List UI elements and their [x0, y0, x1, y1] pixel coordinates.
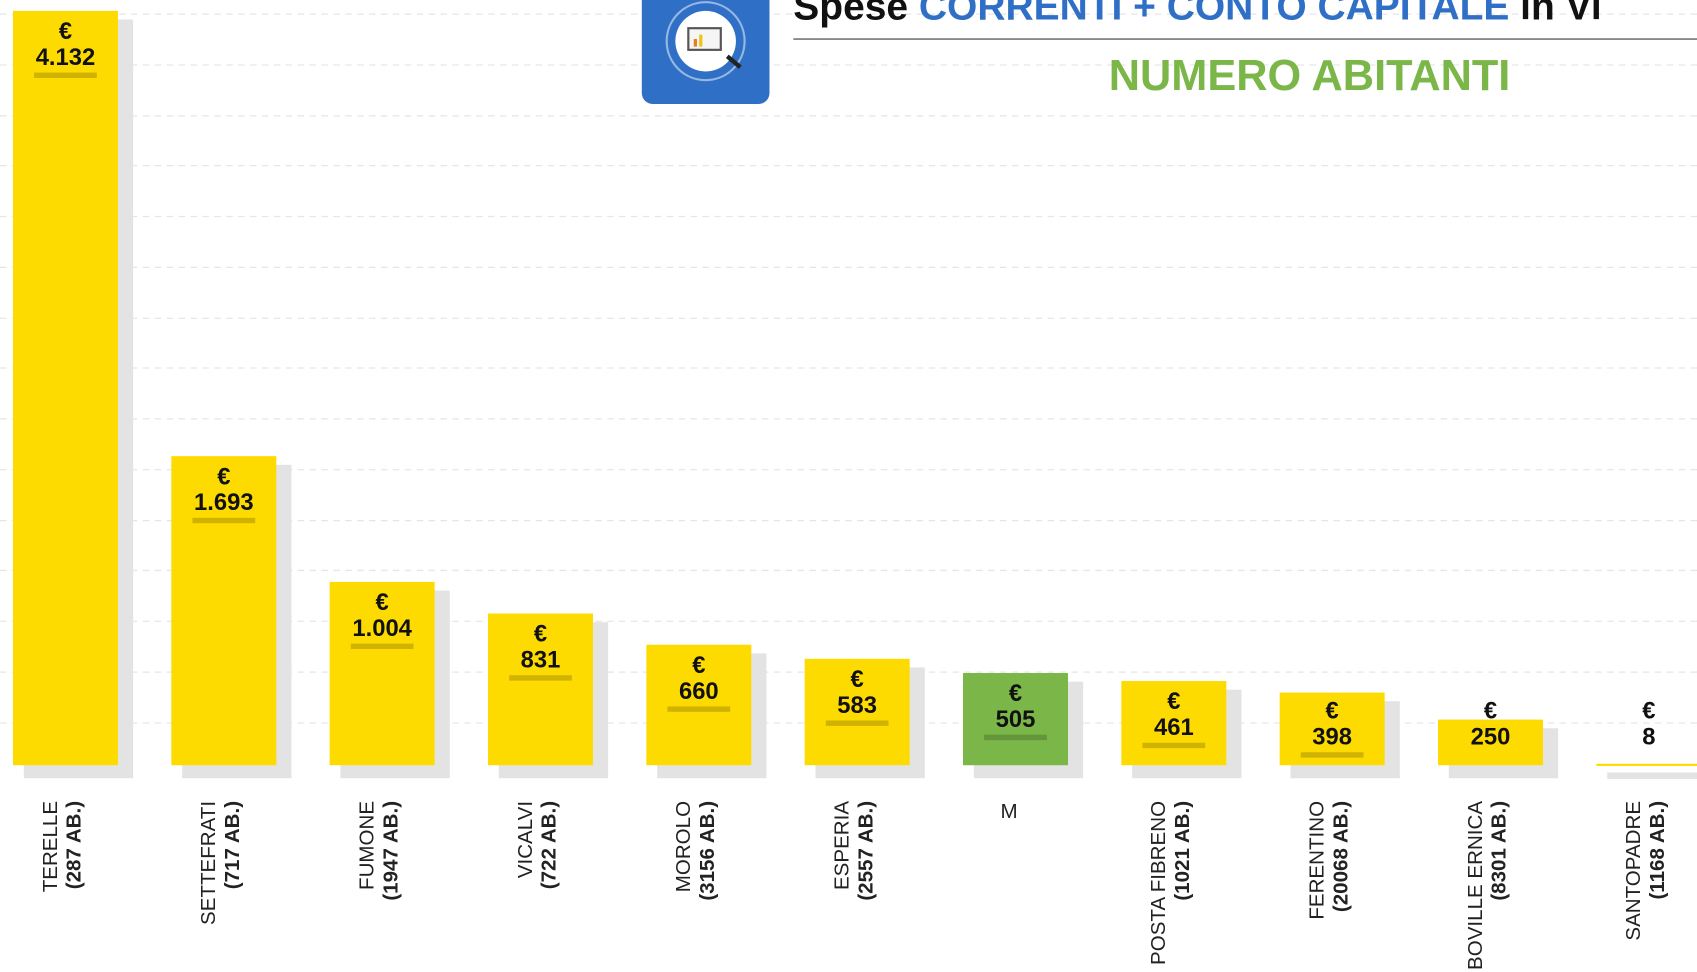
value-label: 660: [679, 678, 719, 705]
bar: [1121, 681, 1227, 766]
x-tick-sublabel: (287 AB.): [63, 801, 86, 889]
x-tick-sublabel: (1021 AB.): [1171, 801, 1194, 901]
value-currency: €: [534, 621, 547, 648]
bar: [329, 581, 435, 766]
bar: [1279, 692, 1385, 766]
value-label: 583: [837, 692, 877, 719]
title-part: CORRENTI + CONTO CAPITALE: [919, 0, 1509, 29]
value-currency: €: [1326, 698, 1339, 725]
x-tick-sublabel: (3156 AB.): [696, 801, 719, 901]
x-tick-sublabel: (20068 AB.): [1329, 801, 1352, 912]
value-underline: [34, 72, 97, 78]
x-tick-sublabel: (722 AB.): [538, 801, 561, 889]
bar: [804, 658, 910, 766]
bar: [646, 644, 752, 766]
x-tick-sublabel: (1947 AB.): [379, 801, 402, 901]
value-label: 250: [1471, 724, 1511, 751]
bar: [963, 673, 1068, 766]
value-underline: [984, 734, 1047, 741]
x-tick-label: POSTA FIBRENO: [1147, 801, 1170, 965]
value-currency: €: [1009, 680, 1022, 707]
value-currency: €: [1484, 698, 1497, 725]
bar-shadow: [1607, 772, 1697, 779]
value-label: 8: [1642, 724, 1655, 751]
value-underline: [667, 706, 731, 712]
value-currency: €: [692, 652, 705, 679]
value-label: 1.693: [194, 489, 254, 516]
x-tick-label: M: [1000, 800, 1017, 823]
x-tick-label: SETTEFRATI: [197, 801, 220, 925]
value-currency: €: [376, 589, 389, 616]
value-label: 398: [1312, 724, 1352, 751]
x-tick-label: VICALVI: [514, 801, 537, 878]
value-label: 505: [996, 706, 1036, 733]
value-label: 4.132: [36, 44, 96, 71]
value-underline: [1300, 752, 1364, 758]
value-currency: €: [59, 18, 72, 45]
x-tick-sublabel: (2557 AB.): [854, 801, 877, 901]
value-underline: [350, 643, 414, 650]
x-tick-label: FUMONE: [355, 801, 378, 890]
x-tick-sublabel: (717 AB.): [221, 801, 244, 889]
bar: [171, 456, 277, 766]
value-label: 1.004: [352, 615, 412, 642]
value-currency: €: [217, 463, 230, 490]
value-label: 461: [1154, 714, 1194, 741]
value-currency: €: [1167, 688, 1180, 715]
title-part: Spese: [793, 0, 919, 29]
chart-title: Spese CORRENTI + CONTO CAPITALE in Vi: [793, 0, 1601, 29]
x-tick-sublabel: (1168 AB.): [1646, 801, 1669, 900]
value-currency: €: [851, 666, 864, 693]
title-part: in Vi: [1509, 0, 1601, 29]
value-currency: €: [1642, 698, 1655, 725]
value-label: 831: [521, 647, 561, 674]
chart-subtitle: NUMERO ABITANTI: [1109, 52, 1511, 100]
value-underline: [509, 675, 572, 681]
bar: [487, 613, 593, 766]
x-tick-label: MOROLO: [672, 801, 695, 892]
x-tick-label: TERELLE: [39, 801, 62, 892]
bar: [12, 10, 118, 766]
value-underline: [192, 517, 256, 524]
value-underline: [1142, 742, 1206, 749]
bar: [1438, 719, 1543, 766]
x-tick-sublabel: (8301 AB.): [1488, 801, 1511, 901]
value-underline: [825, 720, 889, 726]
x-tick-label: FERENTINO: [1306, 801, 1329, 920]
x-tick-label: BOVILLE ERNICA: [1464, 801, 1487, 970]
x-tick-label: ESPERIA: [831, 801, 854, 890]
x-tick-label: SANTOPADRE: [1622, 801, 1645, 941]
title-icon: [641, 0, 770, 104]
bar: [1596, 763, 1697, 766]
